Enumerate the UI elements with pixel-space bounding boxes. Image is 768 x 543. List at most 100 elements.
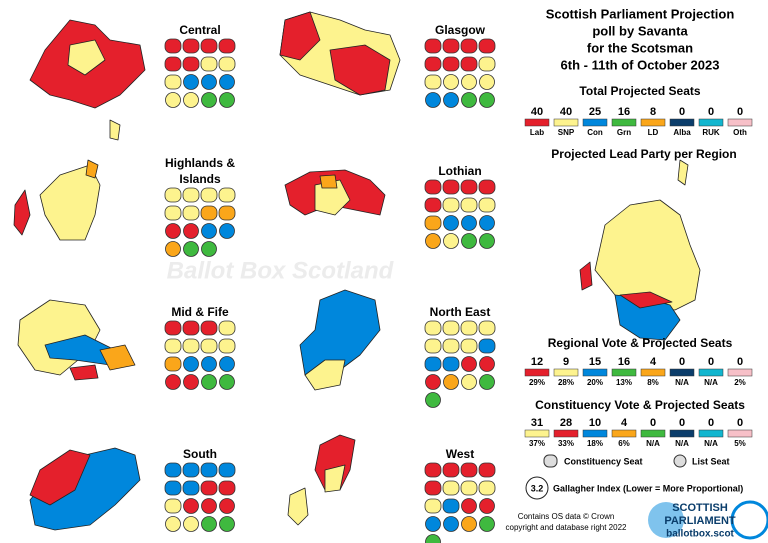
constituency-seat [478, 480, 496, 496]
constituency-seat [164, 187, 182, 203]
constituency-seat [164, 356, 182, 372]
list-seat [183, 516, 199, 532]
list-seat [165, 374, 181, 390]
region-name: Central [179, 23, 220, 37]
party-label: Lab [530, 128, 544, 137]
constituency-seat [424, 320, 442, 336]
seat-count: 25 [589, 106, 601, 118]
list-seat [219, 374, 235, 390]
seat-count: 0 [737, 417, 743, 429]
constituency-seat [164, 205, 182, 221]
constituency-seat [182, 205, 200, 221]
constituency-seat [200, 320, 218, 336]
list-seat [425, 374, 441, 390]
constituency-seat [460, 56, 478, 72]
constituency-seat [442, 498, 460, 514]
constituency-seat [442, 356, 460, 372]
constituency-seat [182, 462, 200, 478]
party-bar [611, 429, 637, 438]
party-label: LD [648, 128, 659, 137]
constituency-seat [200, 56, 218, 72]
list-seat [461, 74, 477, 90]
party-bar [553, 118, 579, 127]
list-seat [201, 241, 217, 257]
party-bar [698, 368, 724, 377]
constituency-seat [164, 338, 182, 354]
list-seat [219, 498, 235, 514]
logo-text: PARLIAMENT [664, 515, 736, 527]
constituency-seat [442, 197, 460, 213]
gallagher-label: Gallagher Index (Lower = More Proportion… [553, 483, 743, 493]
party-bar [727, 118, 753, 127]
seat-count: 40 [560, 106, 572, 118]
party-bar [553, 429, 579, 438]
party-bar [698, 429, 724, 438]
legend-label: Constituency Seat [564, 456, 643, 466]
list-seat [461, 215, 477, 231]
gallagher-value: 3.2 [531, 483, 544, 493]
list-seat [201, 498, 217, 514]
vote-share: 33% [558, 439, 574, 448]
seat-count: 0 [708, 417, 714, 429]
party-bar [611, 118, 637, 127]
constituency-seat [200, 462, 218, 478]
logo-text: ballotbox.scot [666, 529, 734, 540]
constituency-seat [460, 338, 478, 354]
constituency-seat [164, 462, 182, 478]
constituency-seat [218, 462, 236, 478]
list-seat [479, 374, 495, 390]
constituency-seat [218, 320, 236, 336]
constituency-seat [478, 38, 496, 54]
constituency-seat [460, 197, 478, 213]
constituency-seat [460, 462, 478, 478]
list-seat [461, 498, 477, 514]
list-seat [201, 356, 217, 372]
constituency-seat [182, 187, 200, 203]
list-seat [443, 374, 459, 390]
list-seat [443, 215, 459, 231]
vote-share: 18% [587, 439, 603, 448]
watermark: Ballot Box Scotland [167, 257, 395, 284]
list-seat [425, 92, 441, 108]
constituency-seat [218, 187, 236, 203]
constituency-seat [424, 56, 442, 72]
constituency-seat [442, 338, 460, 354]
section-title: Constituency Vote & Projected Seats [535, 398, 745, 412]
list-seat [425, 534, 441, 543]
vote-share: 29% [529, 378, 545, 387]
seat-count: 9 [563, 356, 569, 368]
list-seat [479, 516, 495, 532]
constituency-seat [182, 480, 200, 496]
legend-constituency-swatch [543, 454, 558, 468]
gallagher-badge [525, 476, 549, 500]
list-seat [461, 374, 477, 390]
list-seat [479, 215, 495, 231]
seat-count: 8 [650, 106, 656, 118]
vote-share: 28% [558, 378, 574, 387]
constituency-seat [218, 56, 236, 72]
list-seat [425, 392, 441, 408]
list-seat [461, 92, 477, 108]
seat-count: 0 [679, 417, 685, 429]
list-seat [165, 241, 181, 257]
constituency-seat [424, 462, 442, 478]
party-label: Con [587, 128, 603, 137]
list-seat [461, 516, 477, 532]
constituency-seat [200, 38, 218, 54]
party-bar [640, 429, 666, 438]
region-maps [13, 11, 701, 531]
party-bar [582, 368, 608, 377]
title-line: Scottish Parliament Projection [546, 6, 735, 21]
constituency-seat [164, 480, 182, 496]
region-name: Islands [179, 172, 221, 186]
party-label: Oth [733, 128, 747, 137]
constituency-seat [442, 480, 460, 496]
vote-share: N/A [704, 439, 718, 448]
legend-list-swatch [673, 454, 687, 468]
constituency-seat [460, 179, 478, 195]
party-bar [524, 429, 550, 438]
list-seat [201, 516, 217, 532]
vote-share: 2% [734, 378, 746, 387]
constituency-seat [460, 38, 478, 54]
seat-count: 0 [737, 106, 743, 118]
